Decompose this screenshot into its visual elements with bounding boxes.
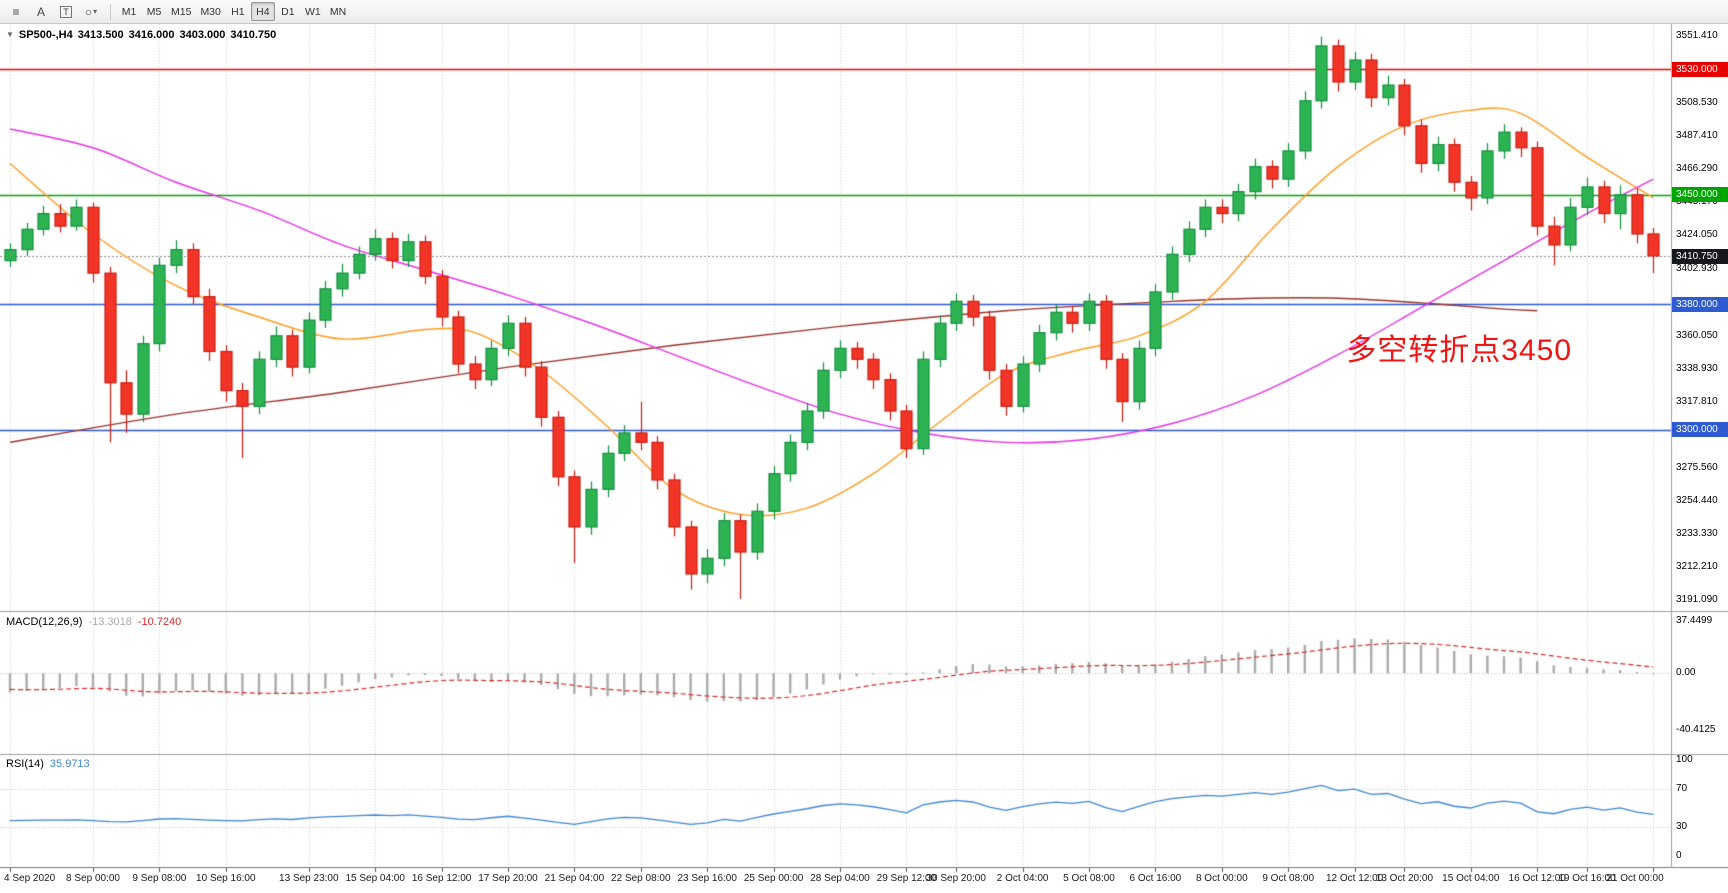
price-scale-label: 3487.410 bbox=[1676, 130, 1718, 142]
annotation-text: 多空转折点3450 bbox=[1346, 333, 1573, 367]
macd-signal-value: -10.7240 bbox=[137, 616, 182, 628]
timeframe-button-m15[interactable]: M15 bbox=[171, 6, 192, 18]
time-axis-label: 23 Sep 16:00 bbox=[677, 873, 737, 884]
macd-name: MACD(12,26,9) bbox=[6, 616, 83, 628]
time-axis-label: 19 Oct 16:00 bbox=[1558, 873, 1616, 884]
text-box-tool-icon[interactable]: T bbox=[54, 1, 78, 22]
price-scale-label: 3317.810 bbox=[1676, 395, 1718, 407]
time-axis-label: 10 Sep 16:00 bbox=[196, 873, 256, 884]
price-scale-label: 3360.050 bbox=[1676, 329, 1718, 341]
shapes-dropdown-caret[interactable]: ▾ bbox=[93, 7, 98, 16]
chart-marker-icon: ▼ bbox=[6, 30, 14, 39]
price-scale-label: 3212.210 bbox=[1676, 561, 1718, 573]
price-badge-3410.750: 3410.750 bbox=[1672, 248, 1728, 264]
timeframe-button-d1[interactable]: D1 bbox=[281, 6, 295, 18]
text-label-tool-icon[interactable]: A bbox=[36, 4, 45, 19]
time-axis-label: 21 Sep 04:00 bbox=[544, 873, 605, 884]
rsi-scale-label: 30 bbox=[1676, 821, 1688, 833]
time-axis-label: 22 Sep 08:00 bbox=[611, 873, 671, 884]
price-badge-3380.000: 3380.000 bbox=[1672, 296, 1728, 312]
price-scale-label: 3338.930 bbox=[1676, 362, 1718, 374]
time-axis-label: 8 Oct 00:00 bbox=[1195, 873, 1248, 884]
price-scale-label: 3466.290 bbox=[1676, 163, 1718, 175]
ohlc-close: 3410.750 bbox=[230, 29, 277, 41]
timeframe-group: M1 M5 M15 M30 H1 H4 D1 W1 MN bbox=[117, 2, 351, 21]
price-scale-label: 3402.930 bbox=[1676, 262, 1718, 274]
time-axis-label: 9 Sep 08:00 bbox=[132, 873, 187, 884]
time-axis-label: 16 Oct 12:00 bbox=[1508, 873, 1566, 884]
time-axis-label: 17 Sep 20:00 bbox=[478, 873, 538, 884]
price-badge-3300.000: 3300.000 bbox=[1672, 422, 1728, 438]
price-badge-3450.000: 3450.000 bbox=[1672, 187, 1728, 203]
time-axis-label: 9 Oct 08:00 bbox=[1262, 873, 1315, 884]
ohlc-low: 3403.000 bbox=[179, 29, 226, 41]
time-axis-label: 5 Oct 08:00 bbox=[1063, 873, 1115, 884]
chart-title: ▼ SP500-,H4 3413.500 3416.000 3403.000 3410.7… bbox=[6, 29, 281, 41]
shapes-tool-icon[interactable]: ○ ▾ bbox=[84, 4, 98, 19]
time-axis-label: 21 Oct 00:00 bbox=[1606, 873, 1664, 884]
price-scale[interactable] bbox=[1672, 24, 1728, 868]
price-scale-label: 3191.090 bbox=[1676, 594, 1718, 606]
chart-symbol-period: SP500-,H4 bbox=[18, 29, 73, 41]
time-axis-label: 15 Sep 04:00 bbox=[345, 873, 405, 884]
time-axis-label: 30 Sep 20:00 bbox=[926, 873, 986, 884]
toolbar-tools-group: ≡ A T ○ ▾ bbox=[4, 1, 104, 22]
macd-scale-label: 0.00 bbox=[1676, 667, 1696, 679]
time-axis-label: 6 Oct 16:00 bbox=[1129, 873, 1182, 884]
price-scale-label: 3233.330 bbox=[1676, 528, 1718, 540]
price-scale-label: 3424.050 bbox=[1676, 229, 1718, 241]
timeframe-button-h1[interactable]: H1 bbox=[231, 6, 245, 18]
rsi-scale-label: 0 bbox=[1676, 849, 1682, 861]
time-axis-label: 29 Sep 12:00 bbox=[876, 873, 937, 884]
ohlc-high: 3416.000 bbox=[128, 29, 175, 41]
macd-main-value: -13.3018 bbox=[88, 616, 132, 628]
rsi-indicator-header: RSI(14) 35.9713 bbox=[6, 758, 96, 770]
timeframe-button-w1[interactable]: W1 bbox=[305, 6, 321, 18]
toolbar: ≡ A T ○ ▾ M1 M5 M15 M30 H1 H4 D1 W1 MN bbox=[0, 0, 1728, 24]
rsi-scale-label: 70 bbox=[1676, 782, 1688, 794]
draw-tools-tool-icon[interactable]: ≡ bbox=[12, 4, 20, 19]
timeframe-button-m5[interactable]: M5 bbox=[146, 6, 162, 18]
price-scale-label: 3275.560 bbox=[1676, 462, 1718, 474]
time-axis-label: 13 Sep 23:00 bbox=[279, 873, 339, 884]
timeframe-button-m30[interactable]: M30 bbox=[200, 6, 221, 18]
time-axis-label: 13 Oct 20:00 bbox=[1375, 873, 1434, 884]
rsi-scale-label: 100 bbox=[1676, 753, 1693, 765]
time-axis-label: 25 Sep 00:00 bbox=[743, 873, 804, 884]
time-axis-label: 15 Oct 04:00 bbox=[1442, 873, 1500, 884]
price-scale-label: 3254.440 bbox=[1676, 495, 1718, 507]
price-scale-label: 3508.530 bbox=[1676, 97, 1718, 109]
macd-indicator-header: MACD(12,26,9) -13.3018 -10.7240 bbox=[6, 616, 187, 628]
rsi-name: RSI(14) bbox=[6, 758, 44, 770]
time-axis-label: 4 Sep 2020 bbox=[4, 873, 56, 884]
price-scale-label: 3551.410 bbox=[1676, 29, 1718, 41]
time-axis-label: 28 Sep 04:00 bbox=[810, 873, 870, 884]
toolbar-separator bbox=[110, 3, 111, 20]
time-axis-label: 2 Oct 04:00 bbox=[996, 873, 1049, 884]
time-axis-label: 8 Sep 00:00 bbox=[66, 873, 120, 884]
macd-scale-label: -40.4125 bbox=[1676, 724, 1716, 736]
rsi-value: 35.9713 bbox=[49, 758, 90, 770]
timeframe-button-mn[interactable]: MN bbox=[329, 6, 347, 18]
time-axis-label: 12 Oct 12:00 bbox=[1325, 873, 1384, 884]
time-axis-label: 16 Sep 12:00 bbox=[411, 873, 472, 884]
ohlc-open: 3413.500 bbox=[77, 29, 124, 41]
timeframe-button-m1[interactable]: M1 bbox=[121, 6, 137, 18]
macd-scale-label: 37.4499 bbox=[1676, 614, 1713, 626]
timeframe-button-h4[interactable]: H4 bbox=[250, 2, 275, 21]
price-badge-3530.000: 3530.000 bbox=[1672, 61, 1728, 77]
